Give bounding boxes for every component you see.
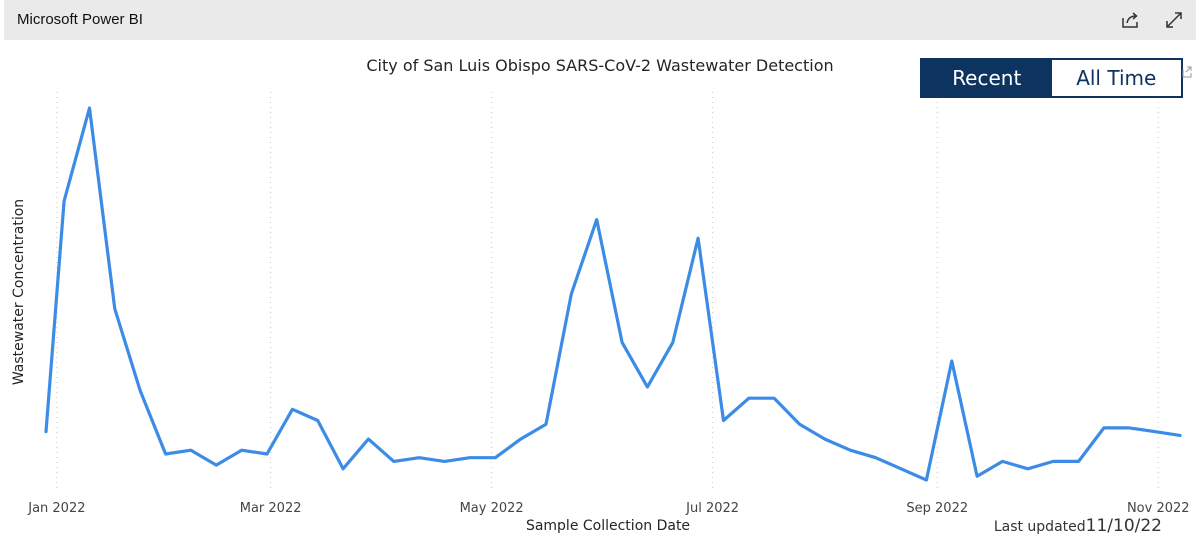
x-tick-label: Nov 2022 [1127, 501, 1190, 516]
expand-icon [1166, 12, 1182, 28]
x-tick-label: Sep 2022 [906, 501, 968, 516]
time-range-toggle: Recent All Time [920, 58, 1183, 98]
last-updated-date: 11/10/22 [1085, 516, 1162, 536]
share-button[interactable] [1118, 8, 1142, 32]
expand-button[interactable] [1162, 8, 1186, 32]
x-tick-label: May 2022 [460, 501, 524, 516]
y-axis-title: Wastewater Concentration [11, 199, 27, 385]
focus-mode-icon[interactable] [1182, 66, 1192, 78]
grid-lines [56, 92, 1159, 488]
last-updated-label: Last updated [993, 519, 1086, 535]
x-tick-label: Mar 2022 [240, 501, 302, 516]
chart-title: City of San Luis Obispo SARS-CoV-2 Waste… [366, 56, 834, 75]
top-bar: Microsoft Power BI [4, 0, 1196, 40]
all-time-button[interactable]: All Time [1051, 60, 1181, 96]
app-title: Microsoft Power BI [17, 11, 143, 28]
series-line [44, 106, 1182, 482]
share-icon [1122, 12, 1138, 28]
recent-button[interactable]: Recent [922, 60, 1052, 96]
x-axis-title: Sample Collection Date [526, 518, 690, 534]
last-updated: Last updated11/10/22 [994, 516, 1162, 536]
x-tick-label: Jan 2022 [27, 501, 85, 516]
x-tick-labels: Jan 2022 Mar 2022 May 2022 Jul 2022 Sep 2022… [27, 501, 1189, 516]
x-tick-label: Jul 2022 [685, 501, 739, 516]
